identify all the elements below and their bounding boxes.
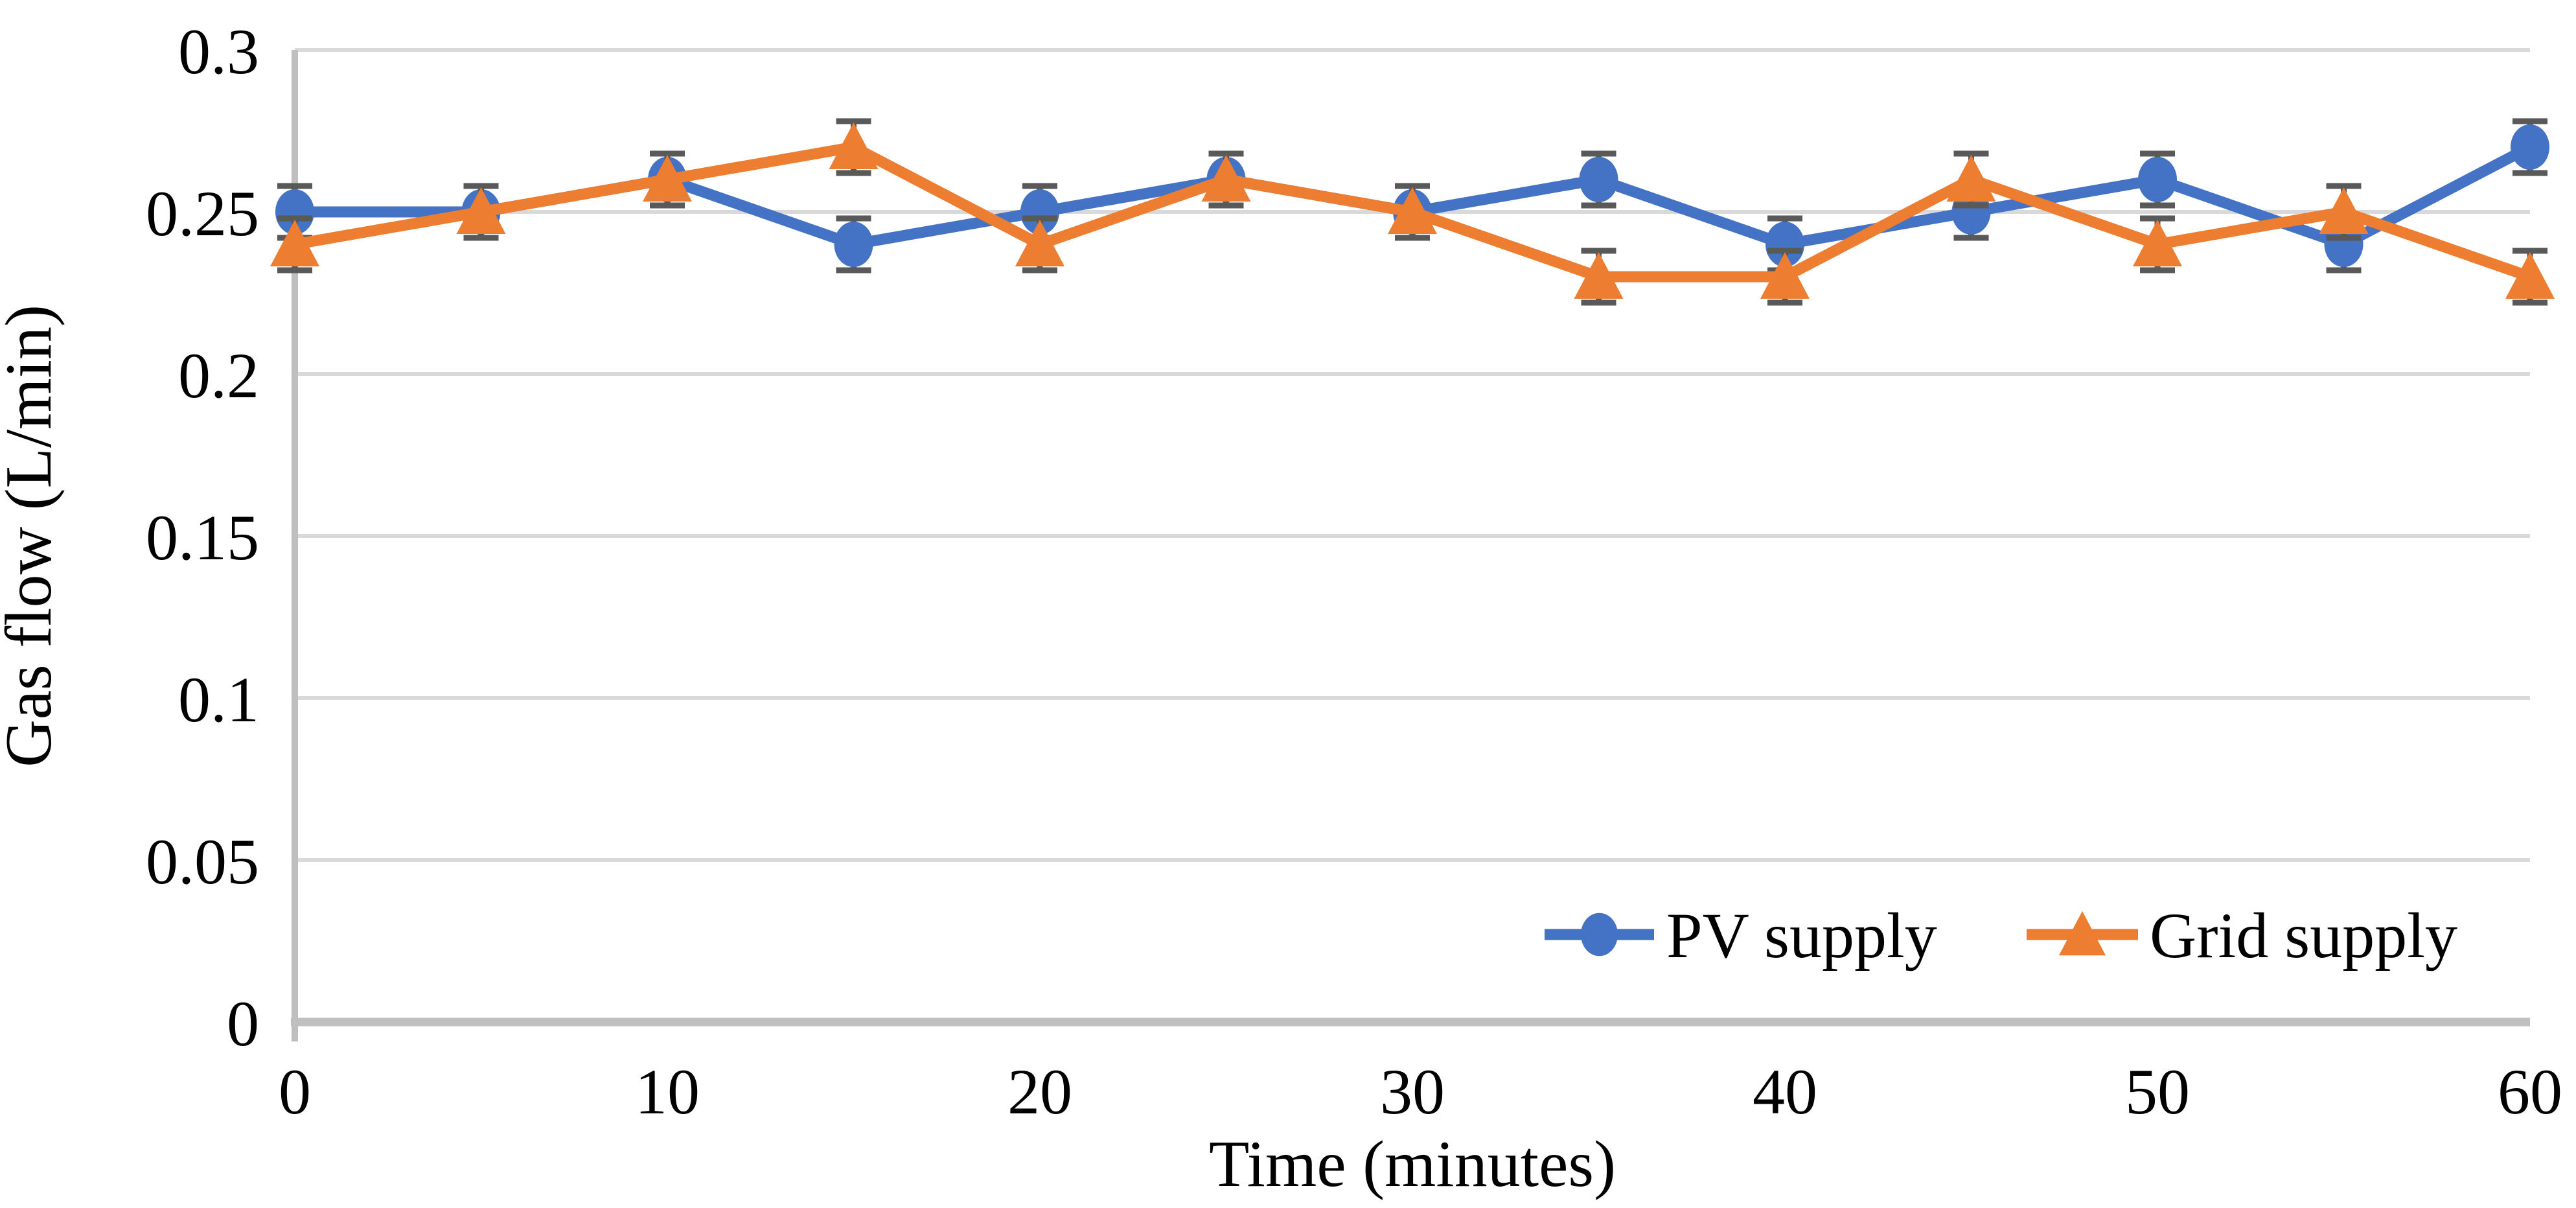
data-point-marker-triangle: [1946, 155, 1996, 202]
data-point-marker-circle: [834, 222, 873, 267]
legend-label: Grid supply: [2150, 900, 2457, 971]
x-tick-label: 20: [1007, 1056, 1072, 1128]
y-tick-label: 0.25: [146, 178, 259, 250]
y-tick-label: 0.1: [178, 664, 259, 736]
x-tick-label: 30: [1380, 1056, 1445, 1128]
legend-item-pv-supply: PV supply: [1545, 900, 1937, 971]
legend: PV supply Grid supply: [1545, 900, 2457, 971]
series-grid-supply: [270, 118, 2555, 306]
x-axis-title: Time (minutes): [1209, 1128, 1616, 1201]
x-tick-label: 0: [279, 1056, 311, 1128]
x-tick-label: 40: [1753, 1056, 1817, 1128]
data-point-marker-triangle: [829, 122, 879, 169]
x-tick-label: 60: [2498, 1056, 2562, 1128]
data-point-marker-triangle: [1574, 252, 1624, 299]
legend-item-grid-supply: Grid supply: [2027, 900, 2457, 971]
data-point-marker-triangle: [2133, 220, 2182, 266]
data-point-marker-circle: [2511, 124, 2549, 170]
data-point-marker-triangle: [2505, 252, 2555, 299]
data-point-marker-triangle: [1388, 187, 1437, 234]
y-tick-label: 0.2: [178, 340, 259, 412]
data-point-marker-triangle: [2319, 187, 2369, 234]
data-point-marker-triangle: [456, 187, 506, 234]
data-point-marker-triangle: [1015, 220, 1064, 266]
data-point-marker-triangle: [270, 220, 319, 266]
data-point-marker-circle: [1581, 912, 1618, 957]
data-point-marker-circle: [2138, 157, 2177, 202]
y-tick-label: 0: [227, 988, 259, 1060]
y-tick-label: 0.15: [146, 502, 259, 574]
y-tick-label: 0.3: [178, 16, 259, 87]
data-point-marker-triangle: [2058, 911, 2106, 956]
data-point-marker-circle: [1765, 222, 1804, 267]
x-tick-label: 50: [2125, 1056, 2190, 1128]
data-point-marker-circle: [1020, 189, 1059, 235]
data-point-marker-triangle: [643, 155, 692, 202]
data-point-marker-circle: [1579, 157, 1618, 202]
x-tick-label: 10: [635, 1056, 700, 1128]
y-axis-title: Gas flow (L/min): [0, 305, 65, 767]
data-point-marker-triangle: [1760, 252, 1810, 299]
data-point-marker-triangle: [1201, 155, 1251, 202]
y-tick-label: 0.05: [146, 826, 259, 898]
legend-label: PV supply: [1666, 900, 1937, 971]
data-point-marker-circle: [275, 189, 314, 235]
